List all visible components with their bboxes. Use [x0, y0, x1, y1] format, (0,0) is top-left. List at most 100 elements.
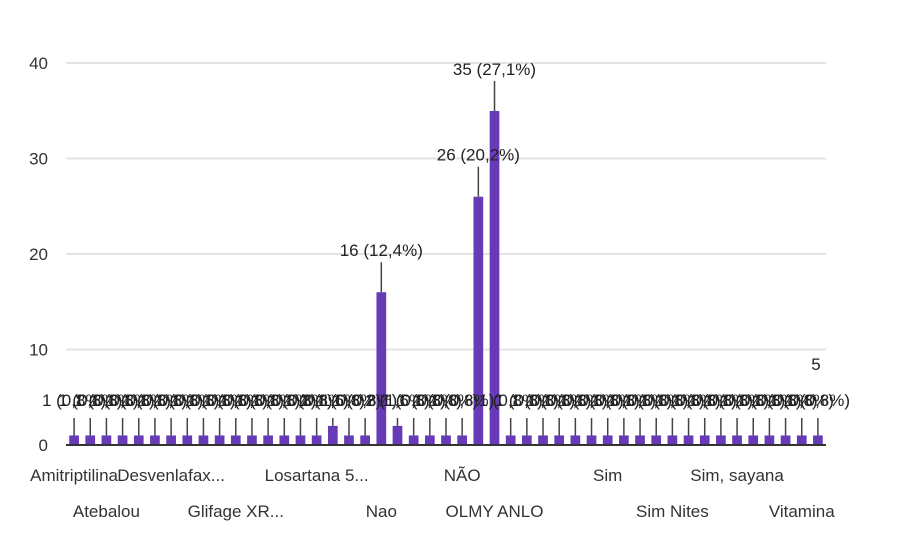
- data-label: 1 (0,8%): [640, 391, 704, 410]
- data-label: 1 (0,8%): [770, 391, 834, 410]
- x-tick-label: Amitriptilina: [30, 466, 118, 485]
- data-labels: 1 (0,8%)1 (0,8%)1 (0,8%)1 (0,8%)1 (0,8%)…: [42, 60, 850, 410]
- bar: [392, 425, 403, 445]
- bar: [489, 111, 500, 445]
- bar: [813, 435, 823, 445]
- bar: [538, 435, 548, 445]
- bar: [85, 435, 96, 445]
- data-label: 1 (0,8%): [317, 391, 381, 410]
- x-tick-label: Glifage XR...: [188, 502, 284, 521]
- bar: [424, 435, 435, 445]
- bar: [651, 435, 662, 445]
- data-label: 1 (0,8%): [204, 391, 268, 410]
- data-label: 1 (0,8%): [737, 391, 801, 410]
- bar: [327, 425, 338, 445]
- bar: [230, 435, 241, 445]
- data-label: 1 (0,8%): [107, 391, 171, 410]
- x-tick-label: Losartana 5...: [265, 466, 369, 485]
- bar: [505, 435, 516, 445]
- data-label: 1 (0,8%): [123, 391, 187, 410]
- data-label: 1 (0,8%): [58, 391, 122, 410]
- bar: [69, 435, 79, 445]
- bar: [311, 435, 322, 445]
- bar: [247, 435, 257, 445]
- bar: [586, 435, 597, 445]
- bar: [796, 435, 807, 445]
- data-label: 1 (0,8%): [543, 391, 607, 410]
- data-label: 1 (0,8%): [252, 391, 316, 410]
- data-label: 1 (0,8%): [90, 391, 154, 410]
- data-label: 1 (0,8%): [656, 391, 720, 410]
- y-tick-label: 40: [29, 54, 48, 73]
- x-tick-label: Desvenlafax...: [117, 466, 225, 485]
- data-label: 1 (0,8%): [414, 391, 478, 410]
- data-label: 1 (0,8%): [333, 391, 397, 410]
- data-label: 2 (1,6%): [301, 391, 365, 410]
- data-label: 1 (0,8%): [559, 391, 623, 410]
- data-label: 1 (0,8%): [786, 391, 850, 410]
- y-tick-label: 0: [39, 436, 48, 455]
- x-tick-label: Sim Nites: [636, 502, 709, 521]
- data-label: 1 (0,8%): [398, 391, 462, 410]
- data-label: 1 (0,8%): [236, 391, 300, 410]
- data-label: 1 (0,8%): [187, 391, 251, 410]
- data-label: 1 (0,8%): [608, 391, 672, 410]
- data-label: 1 (0,8%): [479, 391, 543, 410]
- bar: [732, 435, 742, 445]
- data-label: 1 (0,8%): [285, 391, 349, 410]
- bar: [635, 435, 645, 445]
- x-tick-label: OLMY ANLO: [446, 502, 544, 521]
- y-tick-label: 30: [29, 150, 48, 169]
- bar: [101, 435, 112, 445]
- x-tick-label: NÃO: [444, 466, 481, 485]
- data-label: 1 (0,8%): [220, 391, 284, 410]
- label-leader-lines: [73, 81, 819, 436]
- y-axis-ticks: 0 10 20 30 40: [29, 54, 48, 455]
- x-tick-label: Sim, sayana: [690, 466, 784, 485]
- bar: [570, 435, 581, 445]
- data-label: 1 (0,8%): [527, 391, 591, 410]
- data-label: 1 (0,8%): [42, 391, 106, 410]
- data-label: 1 (0,8%): [592, 391, 656, 410]
- data-label: 1 (0,8%): [624, 391, 688, 410]
- bar: [295, 435, 306, 445]
- x-tick-label: Vitamina: [769, 502, 835, 521]
- bar: [748, 435, 759, 445]
- data-label: 1 (0,8%): [268, 391, 332, 410]
- bar: [150, 435, 160, 445]
- bar: [441, 435, 451, 445]
- bar: [117, 435, 128, 445]
- bar: [554, 435, 565, 445]
- bar: [344, 435, 354, 445]
- bar: [263, 435, 273, 445]
- bar: [214, 435, 225, 445]
- bar: [408, 435, 419, 445]
- data-label: 1 (0,8%): [139, 391, 203, 410]
- data-label: 1 (0,8%): [171, 391, 235, 410]
- gridlines: [66, 62, 826, 351]
- data-label: 1 (0,8%): [430, 391, 494, 410]
- bar: [198, 435, 209, 445]
- bar: [764, 435, 775, 445]
- data-label: 1 (0,8%): [155, 391, 219, 410]
- data-label-extra: 5: [811, 355, 820, 374]
- bar: [182, 435, 193, 445]
- bar: [522, 435, 532, 445]
- bar: [473, 196, 484, 445]
- bars: [69, 111, 823, 445]
- data-label: 1 (0,8%): [576, 391, 640, 410]
- data-label: 1 (0,8%): [721, 391, 785, 410]
- bar: [683, 435, 694, 445]
- bar: [602, 435, 613, 445]
- x-axis-ticks: Amitriptilina Atebalou Desvenlafax... Glifa…: [30, 466, 835, 521]
- bar: [667, 435, 678, 445]
- data-label: 1 (0,8%): [689, 391, 753, 410]
- bar: [376, 292, 387, 445]
- bar: [457, 435, 468, 445]
- x-tick-label: Sim: [593, 466, 622, 485]
- bar: [716, 435, 726, 445]
- data-label: 35 (27,1%): [453, 60, 536, 79]
- data-label: 26 (20,2%): [437, 146, 520, 165]
- x-tick-label: Nao: [366, 502, 397, 521]
